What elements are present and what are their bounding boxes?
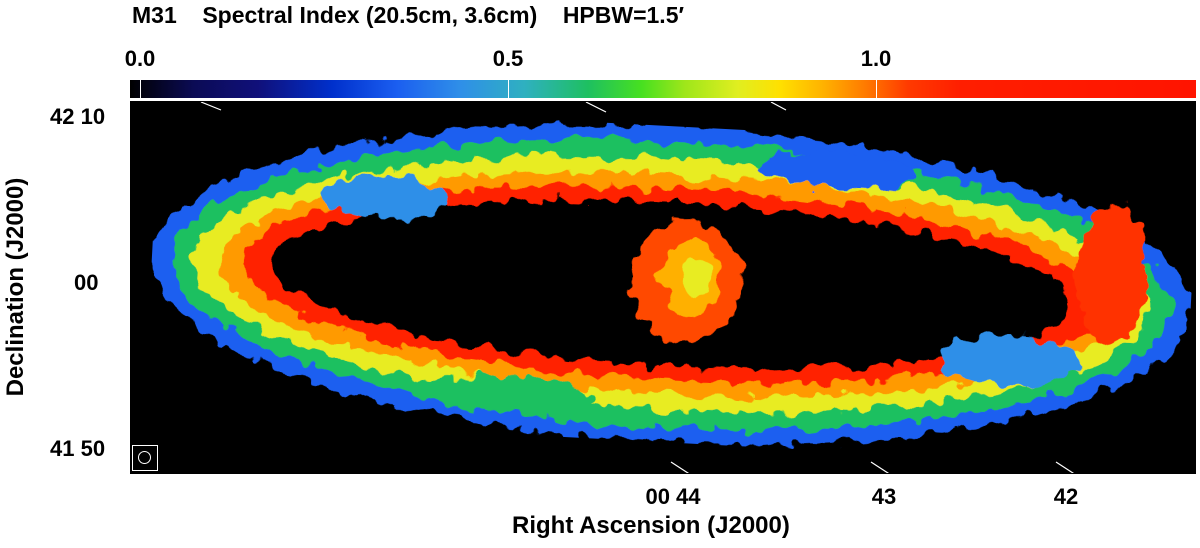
colorbar-tick-0: 0.0: [124, 46, 156, 71]
colorbar-tick-1: 0.5: [492, 46, 524, 71]
x-tick-label: 00 44: [645, 484, 701, 509]
blue-patch: [325, 175, 446, 220]
y-tick-label: 41 50: [50, 436, 106, 461]
y-tick-label: 00: [74, 270, 99, 295]
y-axis-label: Declination (J2000): [2, 177, 29, 397]
colorbar-mark: [876, 80, 877, 98]
y-tick-label: 42 10: [50, 104, 106, 129]
beam-label: HPBW=1.5′: [562, 2, 685, 28]
colorbar-tick-2: 1.0: [860, 46, 892, 71]
blue-patch: [937, 334, 1078, 386]
beam-circle-icon: [138, 451, 151, 464]
map-title: M31 Spectral Index (20.5cm, 3.6cm) HPBW=…: [132, 2, 684, 29]
beam-size-indicator: [132, 445, 158, 471]
x-tick-label: 42: [1053, 484, 1079, 509]
spectral-index-map: [130, 101, 1196, 474]
green-patch: [415, 375, 596, 413]
colorbar-mark: [508, 80, 509, 98]
map-image: [131, 102, 1195, 473]
colorbar-mark: [140, 80, 141, 98]
colorbar: [130, 80, 1196, 98]
x-axis-label: Right Ascension (J2000): [512, 512, 790, 539]
quantity-label: Spectral Index (20.5cm, 3.6cm): [202, 2, 538, 28]
x-tick-label: 43: [871, 484, 897, 509]
red-patch: [1077, 205, 1148, 346]
object-name: M31: [132, 2, 177, 28]
nucleus-core: [682, 257, 711, 294]
blue-patch: [757, 152, 918, 190]
coordinate-grid-ticks: [200, 102, 1075, 473]
